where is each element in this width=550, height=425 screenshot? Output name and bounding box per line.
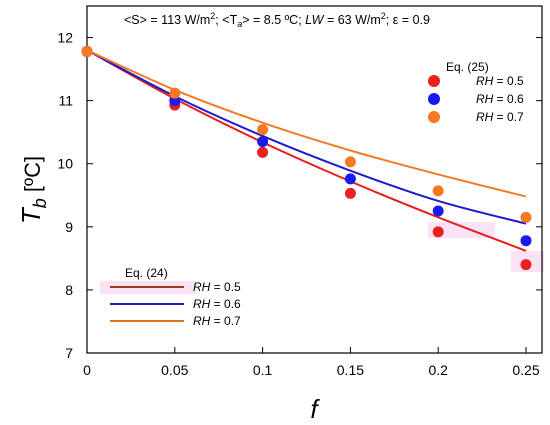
data-points [81,45,532,271]
data-point [432,205,444,217]
data-point [344,156,356,168]
data-point [432,185,444,197]
data-point [520,211,532,223]
legend-marker-rh-06 [428,93,440,105]
y-tick-label: 10 [57,156,73,172]
model-line-1 [86,49,527,225]
model-line-2 [86,49,527,198]
legend-marker-rh-07 [428,111,440,123]
y-tick-label: 9 [65,219,73,235]
y-tick-label: 11 [58,93,73,109]
legend-label: RH = 0.7 [476,110,524,124]
data-point [344,187,356,199]
data-point [169,95,181,107]
data-point [520,259,532,271]
y-axis-title: Tb [ºC] [16,156,50,224]
highlight-patch [428,222,495,238]
y-tick-label: 7 [65,345,73,361]
data-point [257,146,269,158]
x-tick-label: 0 [83,362,91,378]
x-tick-label: 0.25 [512,362,539,378]
x-tick-label: 0.15 [337,362,364,378]
data-point [257,124,269,136]
x-tick-label: 0.05 [161,362,188,378]
legend-points-title: Eq. (25) [446,60,489,74]
x-axis-title: f [310,394,320,424]
data-point [344,173,356,185]
legend-label: RH = 0.7 [193,314,241,328]
data-point [432,226,444,238]
ticks: 0 0.05 0.1 0.15 0.2 0.25 7 8 9 10 11 12 [57,30,542,378]
y-tick-label: 8 [65,282,73,298]
legend-label: RH = 0.6 [193,297,241,311]
legend-label: RH = 0.6 [476,92,524,106]
svg-text:Tb [ºC]: Tb [ºC] [16,156,50,224]
y-tick-label: 12 [57,30,73,46]
data-point [81,45,93,57]
model-lines [86,49,527,252]
annotation: <S> = 113 W/m2; <Ta> = 8.5 ºC; LW = 63 W… [124,11,430,29]
legend-lines: Eq. (24) RH = 0.5 RH = 0.6 RH = 0.7 [110,266,241,328]
data-point [257,136,269,148]
model-line-0 [86,49,527,252]
legend-label: RH = 0.5 [476,74,524,88]
data-point [520,235,532,247]
data-point [169,87,181,99]
x-tick-label: 0.1 [253,362,273,378]
legend-label: RH = 0.5 [193,280,241,294]
legend-marker-rh-05 [428,75,440,87]
legend-lines-title: Eq. (24) [125,266,168,280]
plot-frame [86,5,543,354]
x-tick-label: 0.2 [428,362,448,378]
legend-points: Eq. (25) RH = 0.5 RH = 0.6 RH = 0.7 [428,60,524,124]
